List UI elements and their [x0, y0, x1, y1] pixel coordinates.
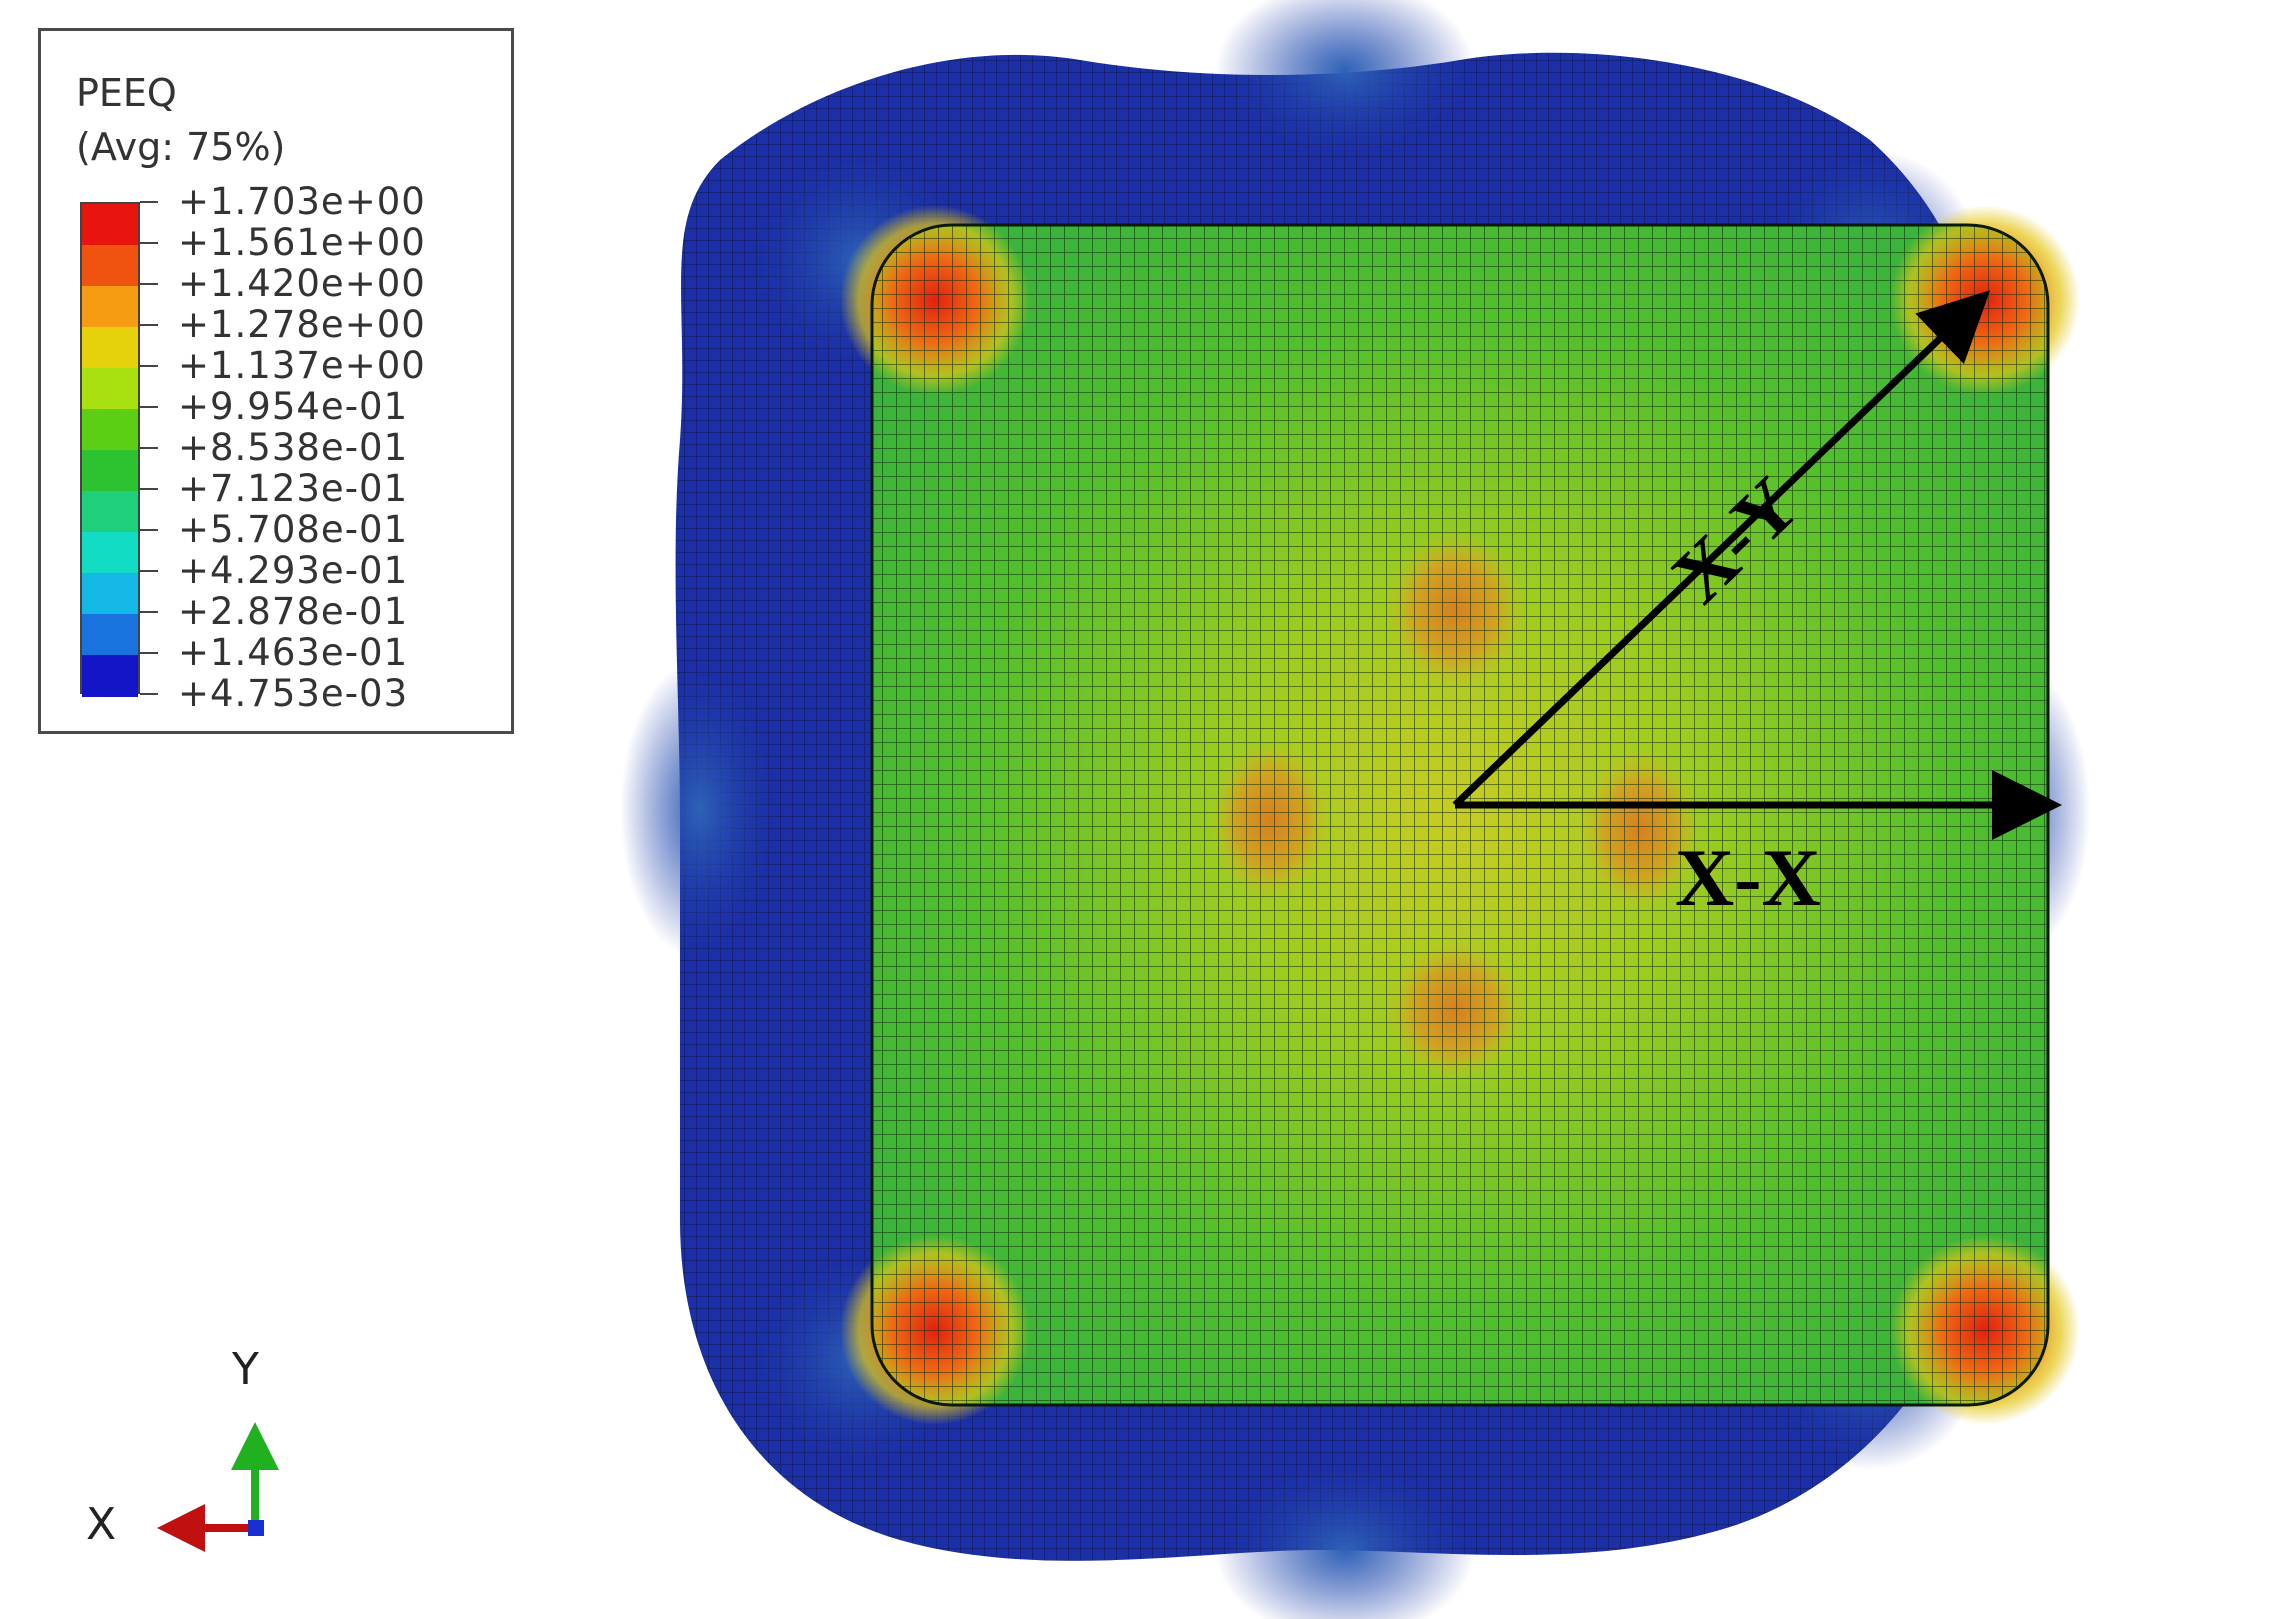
legend-tick-label: +8.538e-01 [178, 426, 409, 469]
legend-tick [140, 283, 158, 285]
legend-swatch [82, 286, 138, 328]
legend-subtitle: (Avg: 75%) [76, 125, 286, 169]
legend-tick-label: +9.954e-01 [178, 385, 409, 428]
legend-tick [140, 570, 158, 572]
legend-tick [140, 201, 158, 203]
legend-tick [140, 324, 158, 326]
legend-color-bar [80, 202, 140, 697]
triad-z-axis [248, 1520, 264, 1536]
legend-swatch [82, 655, 138, 697]
legend-swatch [82, 573, 138, 615]
legend-title: PEEQ [76, 71, 177, 115]
legend-swatch [82, 532, 138, 574]
legend-tick [140, 242, 158, 244]
legend-swatch [82, 245, 138, 287]
legend-tick [140, 447, 158, 449]
triad-y-label: Y [232, 1344, 259, 1395]
legend-tick [140, 406, 158, 408]
legend-tick [140, 529, 158, 531]
legend-tick-label: +1.137e+00 [178, 344, 426, 387]
legend-swatch [82, 491, 138, 533]
legend-tick-label: +1.278e+00 [178, 303, 426, 346]
legend-tick [140, 693, 158, 695]
legend-tick-label: +1.703e+00 [178, 180, 426, 223]
coordinate-triad [157, 1422, 279, 1552]
legend-tick-label: +1.463e-01 [178, 631, 409, 674]
legend-tick [140, 365, 158, 367]
triad-x-label: X [86, 1499, 117, 1550]
legend-swatch [82, 614, 138, 656]
legend-tick-label: +4.293e-01 [178, 549, 409, 592]
legend-tick-label: +4.753e-03 [178, 672, 409, 715]
legend-tick-label: +7.123e-01 [178, 467, 409, 510]
x-y-direction-arrow [1452, 290, 1991, 808]
legend-swatch [82, 450, 138, 492]
legend-swatch [82, 327, 138, 369]
legend-tick [140, 488, 158, 490]
legend-swatch [82, 409, 138, 451]
x-x-label: X-X [1675, 832, 1821, 923]
legend-tick-label: +5.708e-01 [178, 508, 409, 551]
legend-swatch [82, 368, 138, 410]
legend-tick-label: +2.878e-01 [178, 590, 409, 633]
legend-swatch [82, 204, 138, 246]
legend-tick [140, 611, 158, 613]
legend-tick-label: +1.420e+00 [178, 262, 426, 305]
legend-tick-label: +1.561e+00 [178, 221, 426, 264]
legend-tick [140, 652, 158, 654]
